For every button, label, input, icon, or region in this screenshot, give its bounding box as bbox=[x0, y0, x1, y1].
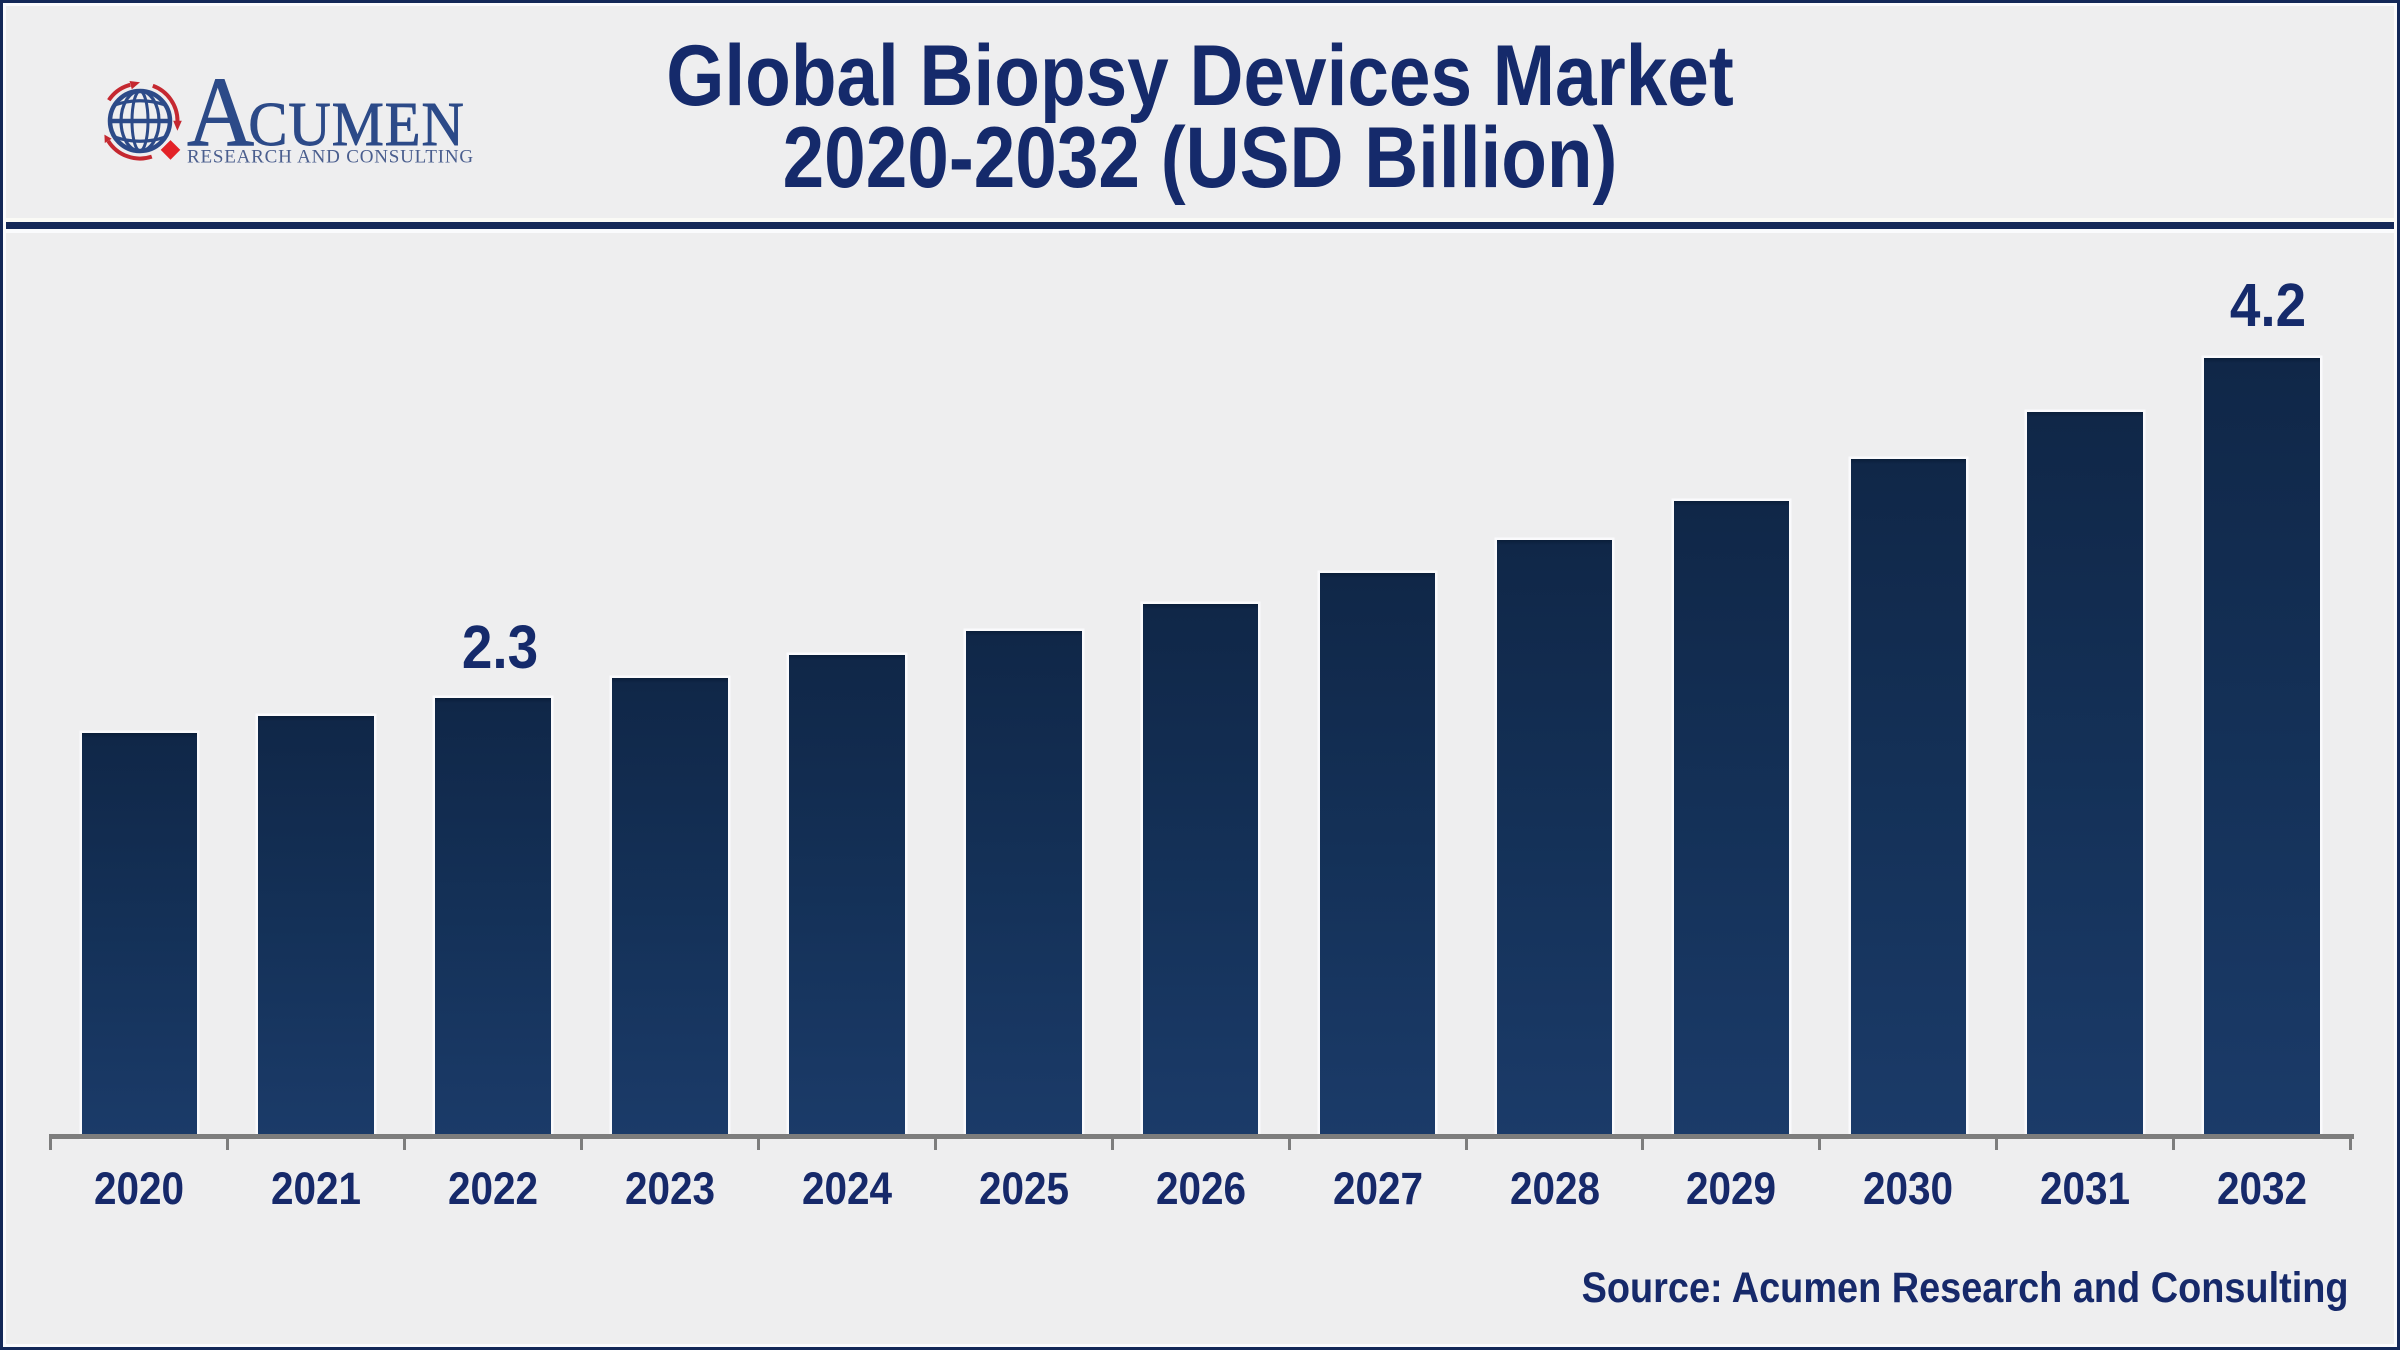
svg-text:RESEARCH AND CONSULTING: RESEARCH AND CONSULTING bbox=[187, 147, 474, 168]
svg-text:A: A bbox=[187, 68, 254, 167]
svg-text:CUMEN: CUMEN bbox=[248, 90, 464, 159]
